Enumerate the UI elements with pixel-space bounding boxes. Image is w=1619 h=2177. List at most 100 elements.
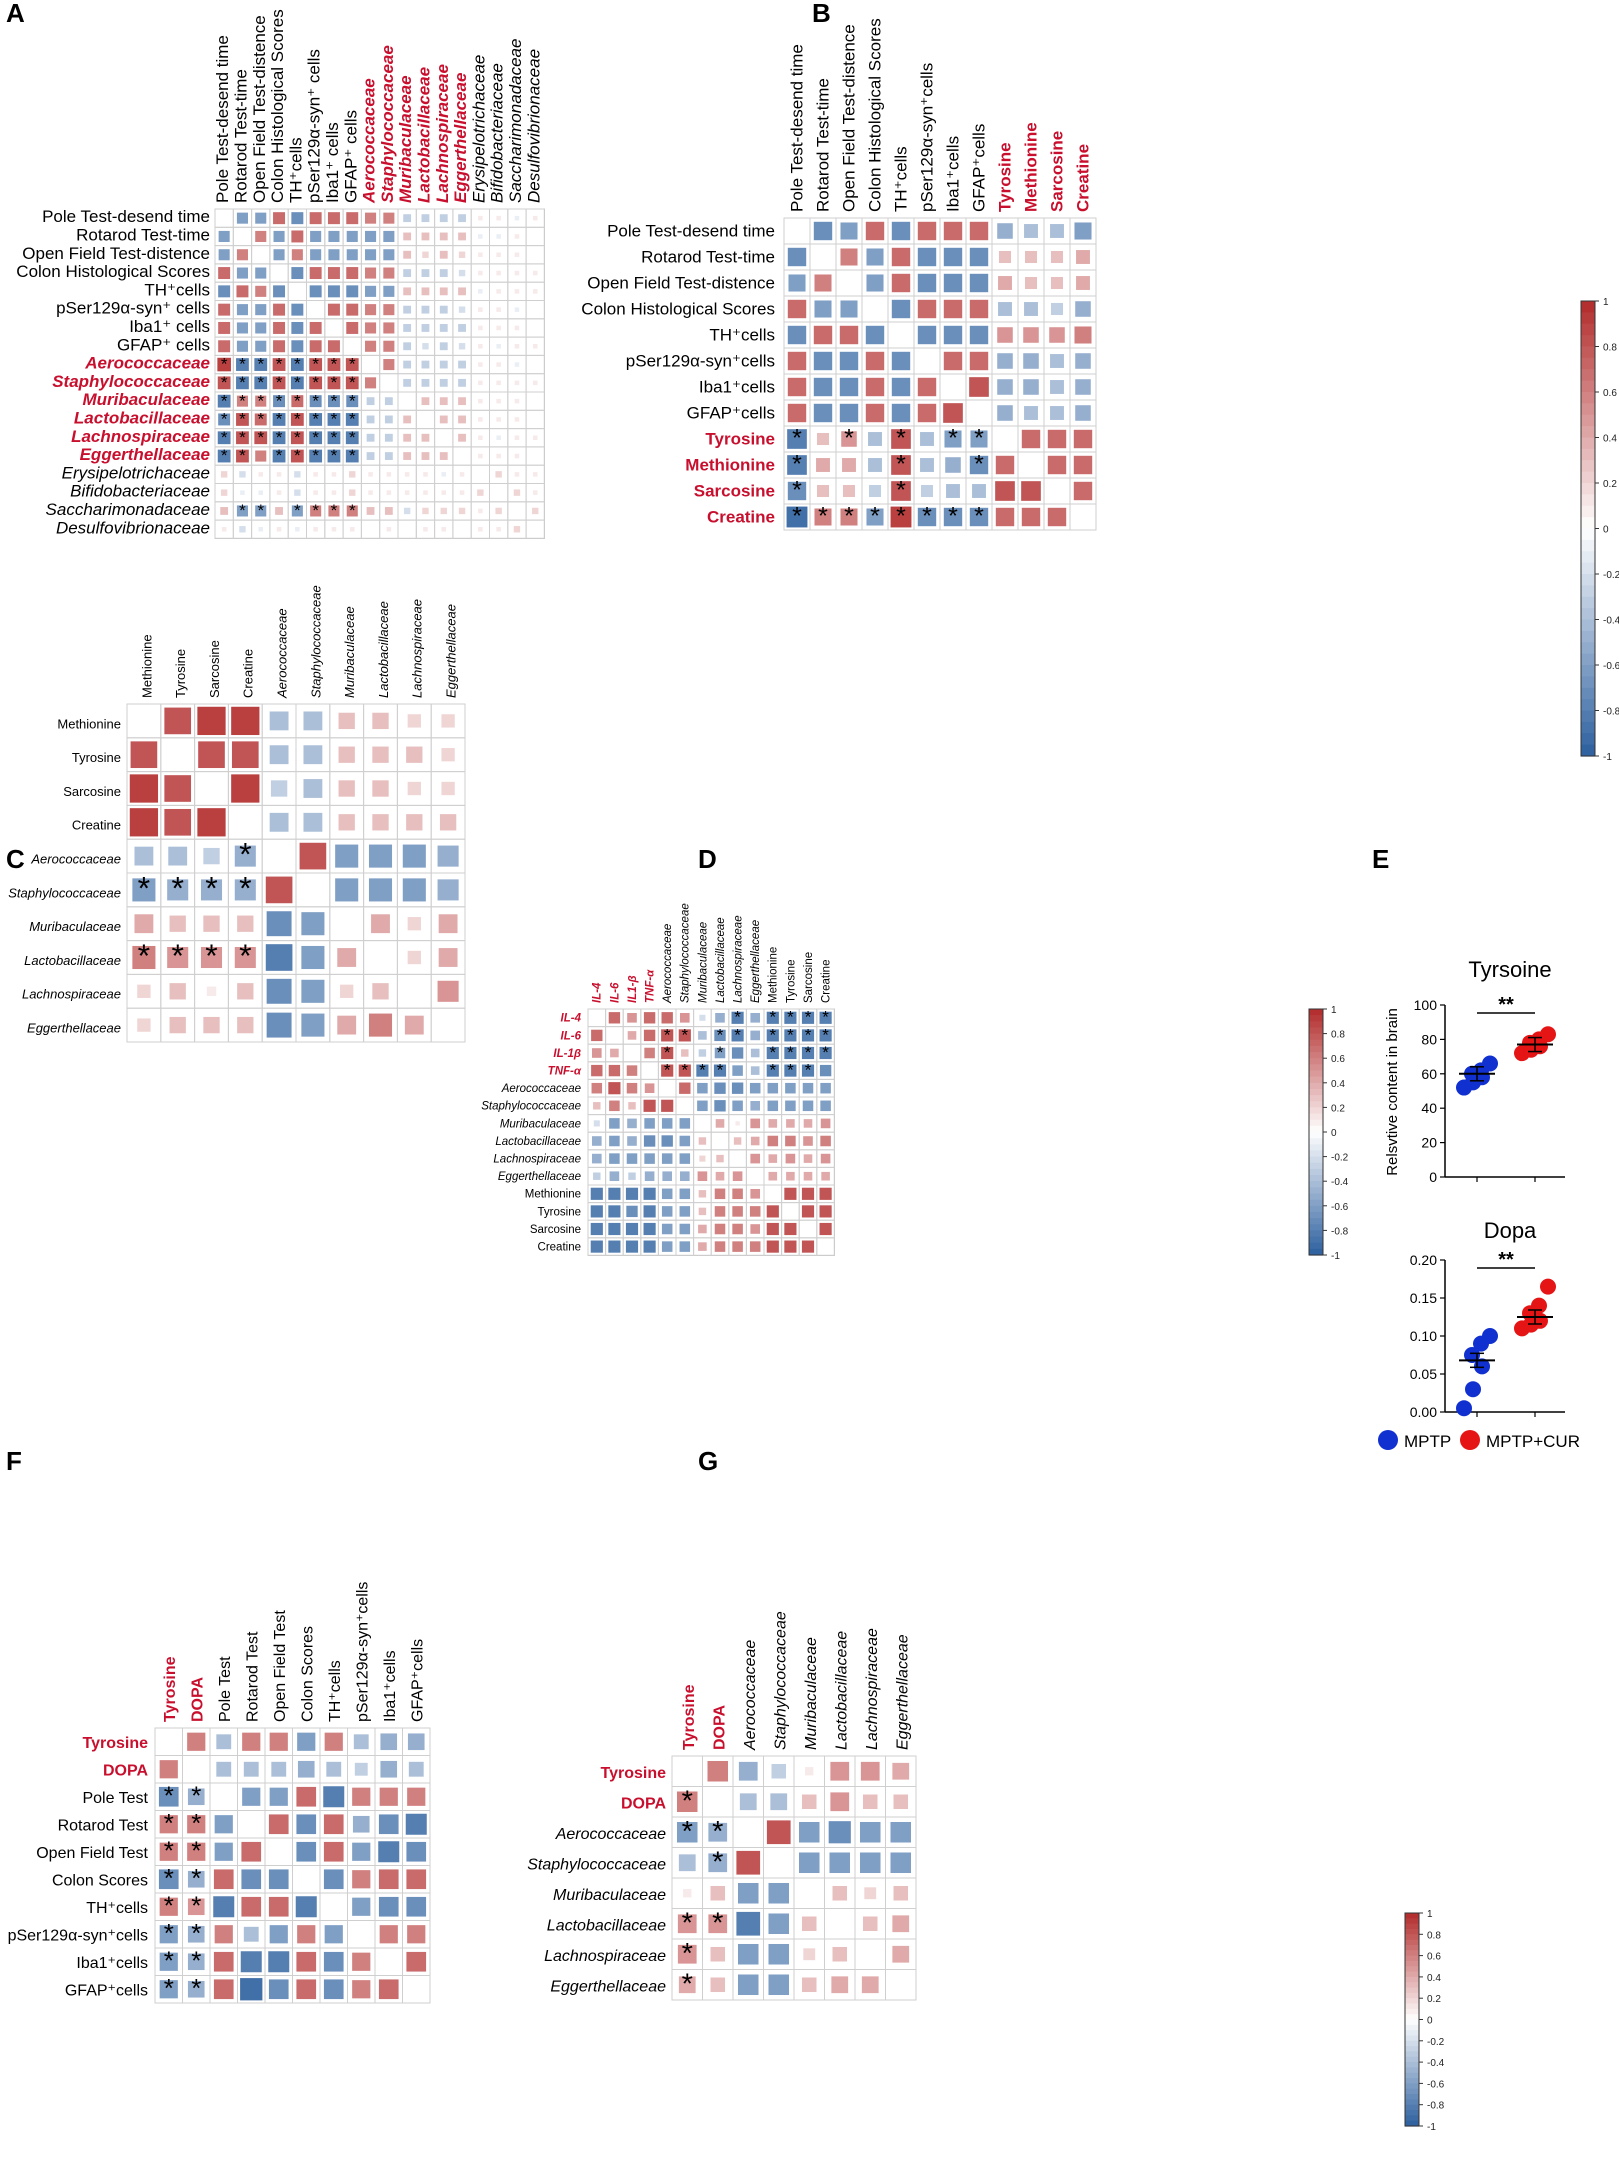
heatmap-cell — [593, 1172, 601, 1180]
heatmap-cell — [768, 1882, 790, 1904]
heatmap-cell — [679, 1188, 691, 1200]
heatmap-cell — [514, 307, 520, 312]
column-label: Sarcosine — [207, 640, 222, 698]
colorbar-segment — [1405, 1960, 1419, 1967]
heatmap-cell — [439, 287, 448, 296]
significance-star: * — [769, 1008, 776, 1027]
heatmap-cell — [625, 1240, 639, 1253]
significance-star: * — [171, 938, 183, 974]
heatmap-cell — [167, 946, 189, 969]
heatmap-cell — [441, 781, 455, 796]
colorbar-segment — [1405, 2046, 1419, 2053]
heatmap-cell — [832, 1885, 848, 1901]
significance-star: * — [349, 391, 356, 410]
heatmap-cell — [236, 395, 248, 407]
heatmap-cell — [383, 359, 395, 371]
row-label: Staphylococcaceae — [52, 372, 210, 391]
heatmap-cell — [893, 1885, 909, 1901]
heatmap-cell — [768, 1913, 790, 1935]
heatmap-cell — [998, 250, 1012, 264]
heatmap-cell — [349, 489, 356, 496]
column-label: Methionine — [768, 947, 780, 1003]
heatmap-cell — [327, 431, 341, 445]
significance-star: * — [164, 1890, 174, 1920]
data-point — [1464, 1347, 1480, 1363]
heatmap-cell — [732, 1065, 743, 1076]
heatmap-cell — [458, 360, 466, 369]
heatmap-cell — [422, 507, 429, 515]
heatmap-cell — [1075, 405, 1091, 421]
row-label: Rotarod Test-time — [76, 225, 210, 244]
significance-star: * — [164, 1863, 174, 1893]
colorbar-segment — [1405, 2099, 1419, 2106]
heatmap-cell — [458, 397, 466, 406]
heatmap-cell — [218, 303, 231, 316]
heatmap-cell — [218, 413, 231, 426]
heatmap-cell — [532, 289, 538, 294]
heatmap-cell — [346, 321, 359, 334]
heatmap-cell — [213, 1896, 235, 1918]
colorbar-segment — [1405, 2110, 1419, 2116]
significance-star: * — [191, 1835, 201, 1865]
colorbar-segment — [1581, 528, 1595, 541]
heatmap-cell — [969, 325, 989, 345]
column-label: Muribaculaceae — [803, 1637, 820, 1750]
row-label: Eggerthellaceae — [550, 1978, 666, 1995]
heatmap-cell — [291, 267, 304, 280]
column-label: Colon Scores — [299, 1626, 316, 1722]
heatmap-cell — [437, 879, 459, 901]
heatmap-cell — [309, 358, 323, 371]
heatmap-cell — [661, 1153, 673, 1164]
heatmap-cell — [276, 490, 282, 495]
colorbar-segment — [1309, 1009, 1323, 1016]
heatmap-cell — [169, 983, 186, 1000]
colorbar-tick-label: -0.8 — [1603, 707, 1619, 718]
heatmap-cell — [997, 405, 1013, 421]
colorbar-segment — [1309, 1045, 1323, 1053]
heatmap-cell — [677, 1914, 697, 1934]
heatmap-cell — [478, 435, 483, 441]
heatmap-cell — [969, 455, 989, 475]
heatmap-cell — [327, 358, 341, 371]
row-label: Methionine — [57, 716, 121, 731]
heatmap-cell — [217, 394, 231, 408]
significance-star: * — [276, 391, 283, 410]
heatmap-cell — [868, 484, 882, 498]
heatmap-cell — [969, 273, 989, 293]
heatmap-cell — [496, 398, 501, 404]
significance-star: * — [822, 1008, 829, 1027]
column-label: IL-4 — [592, 982, 604, 1003]
row-label: Lachnospiraceae — [544, 1948, 666, 1965]
heatmap-cell — [496, 526, 501, 532]
significance-star: * — [948, 424, 958, 452]
colorbar-segment — [1581, 574, 1595, 586]
heatmap-cell — [294, 489, 301, 496]
heatmap-cell — [406, 1896, 427, 1917]
heatmap-cell — [732, 1100, 743, 1112]
heatmap-cell — [628, 1102, 636, 1110]
colorbar-tick-label: -1 — [1331, 1251, 1340, 1262]
heatmap-cell — [169, 1016, 186, 1034]
heatmap-cell — [236, 212, 248, 224]
heatmap-cell — [514, 234, 520, 239]
heatmap-cell — [662, 1171, 673, 1182]
legend-label-mptp-cur: MPTP+CUR — [1486, 1432, 1580, 1451]
heatmap-cell — [608, 1187, 621, 1200]
legend-marker-mptp-cur — [1460, 1430, 1480, 1450]
heatmap-cell — [798, 1821, 820, 1843]
heatmap-cell — [213, 1951, 234, 1972]
heatmap-cell — [997, 379, 1013, 395]
heatmap-cell — [478, 270, 483, 276]
heatmap-cell — [862, 1916, 878, 1932]
colorbar-tick-label: 0.2 — [1427, 1994, 1441, 2005]
heatmap-cell — [697, 1100, 708, 1112]
heatmap-cell — [866, 274, 884, 292]
heatmap-cell — [643, 1029, 656, 1042]
heatmap-cell — [231, 706, 260, 736]
heatmap-cell — [943, 299, 963, 319]
heatmap-cell — [272, 358, 286, 371]
column-label: Lachnospiraceae — [410, 599, 425, 698]
significance-star: * — [792, 502, 802, 530]
colorbar-tick-label: 0.6 — [1331, 1054, 1345, 1065]
